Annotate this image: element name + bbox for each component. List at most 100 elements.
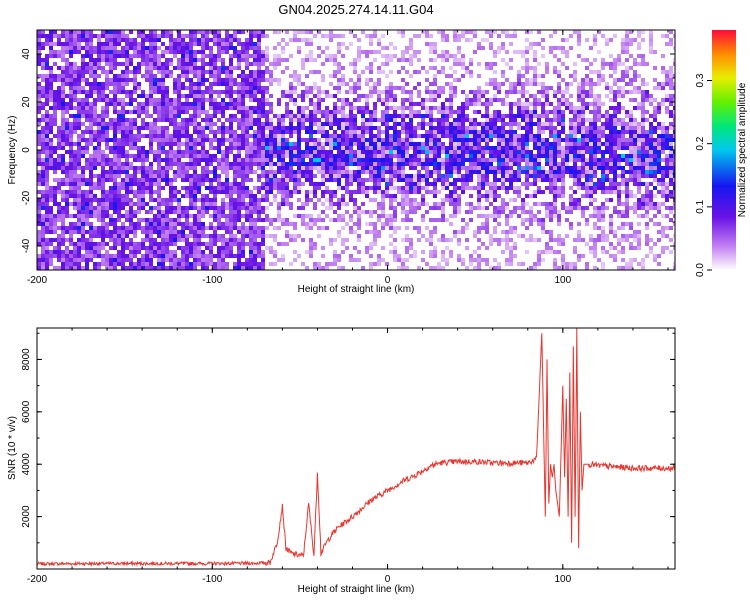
spectrogram-cell [121,166,125,170]
spectrogram-cell [49,250,53,254]
spectrogram-cell [217,110,221,114]
spectrogram-cell [181,254,185,258]
spectrogram-cell [113,158,117,162]
spectrogram-cell [297,126,301,130]
spectrogram-cell [73,42,77,46]
spectrogram-cell [173,222,177,226]
spectrogram-cell [109,230,113,234]
spectrogram-cell [177,190,181,194]
spectrogram-cell [401,106,405,110]
spectrogram-cell [409,90,413,94]
spectrogram-cell [373,230,377,234]
spectrogram-cell [165,234,169,238]
spectrogram-cell [145,122,149,126]
spectrogram-cell [157,174,161,178]
spectrogram-cell [245,94,249,98]
spectrogram-cell [337,230,341,234]
spectrogram-cell [405,234,409,238]
spectrogram-cell [101,66,105,70]
spectrogram-cell [57,166,61,170]
spectrogram-cell [273,54,277,58]
spectrogram-cell [333,254,337,258]
spectrogram-cell [453,230,457,234]
spectrogram-cell [149,230,153,234]
spectrogram-cell [225,154,229,158]
spectrogram-cell [113,46,117,50]
spectrogram-cell [93,66,97,70]
spectrogram-cell [361,110,365,114]
spectrogram-cell [105,226,109,230]
spectrogram-cell [125,190,129,194]
spectrogram-cell [201,154,205,158]
spectrogram-cell [425,30,429,34]
spectrogram-cell [249,82,253,86]
spectrogram-cell [377,42,381,46]
spectrogram-cell [413,198,417,202]
spectrogram-cell [297,118,301,122]
spectrogram-cell [349,178,353,182]
spectrogram-cell [357,46,361,50]
spectrogram-cell [257,38,261,42]
spectrogram-cell [429,130,433,134]
spectrogram-cell [301,114,305,118]
spectrogram-cell [101,134,105,138]
spectrogram-cell [317,138,321,142]
spectrogram-cell [45,166,49,170]
spectrogram-cell [481,222,485,226]
spectrogram-cell [513,186,517,190]
spectrogram-cell [165,214,169,218]
spectrogram-cell [105,146,109,150]
spectrogram-cell [201,258,205,262]
spectrogram-cell [221,122,225,126]
spectrogram-cell [37,74,41,78]
spectrogram-cell [233,210,237,214]
spectrogram-cell [49,66,53,70]
spectrogram-cell [501,142,505,146]
spectrogram-cell [405,46,409,50]
spectrogram-cell [285,222,289,226]
spectrogram-cell [217,222,221,226]
spectrogram-cell [217,138,221,142]
spectrogram-cell [213,54,217,58]
spectrogram-cell [73,30,77,34]
spectrogram-cell [221,246,225,250]
spectrogram-cell [213,66,217,70]
spectrogram-cell [177,114,181,118]
spectrogram-cell [213,130,217,134]
spectrogram-cell [209,238,213,242]
spectrogram-cell [405,130,409,134]
spectrogram-cell [357,218,361,222]
spectrogram-cell [141,182,145,186]
spectrogram-cell [57,78,61,82]
spectrogram-cell [253,194,257,198]
spectrogram-cell [481,150,485,154]
spectrogram-cell [237,30,241,34]
spectrogram-cell [89,258,93,262]
spectrogram-cell [117,34,121,38]
spectrogram-cell [429,218,433,222]
spectrogram-cell [149,246,153,250]
spectrogram-cell [85,250,89,254]
spectrogram-cell [505,234,509,238]
spectrogram-cell [49,214,53,218]
spectrogram-cell [429,234,433,238]
spectrogram-cell [225,158,229,162]
spectrogram-cell [53,98,57,102]
spectrogram-cell [61,130,65,134]
spectrogram-cell [69,182,73,186]
spectrogram-cell [385,86,389,90]
spectrogram-cell [221,150,225,154]
spectrogram-cell [61,230,65,234]
spectrogram-cell [257,54,261,58]
spectrogram-cell [317,150,321,154]
spectrogram-cell [261,106,265,110]
spectrogram-cell [441,238,445,242]
spectrogram-cell [169,234,173,238]
spectrogram-cell [385,182,389,186]
spectrogram-cell [413,126,417,130]
spectrogram-cell [221,190,225,194]
spectrogram-cell [237,210,241,214]
spectrogram-cell [121,110,125,114]
spectrogram-cell [41,242,45,246]
spectrogram-cell [433,142,437,146]
